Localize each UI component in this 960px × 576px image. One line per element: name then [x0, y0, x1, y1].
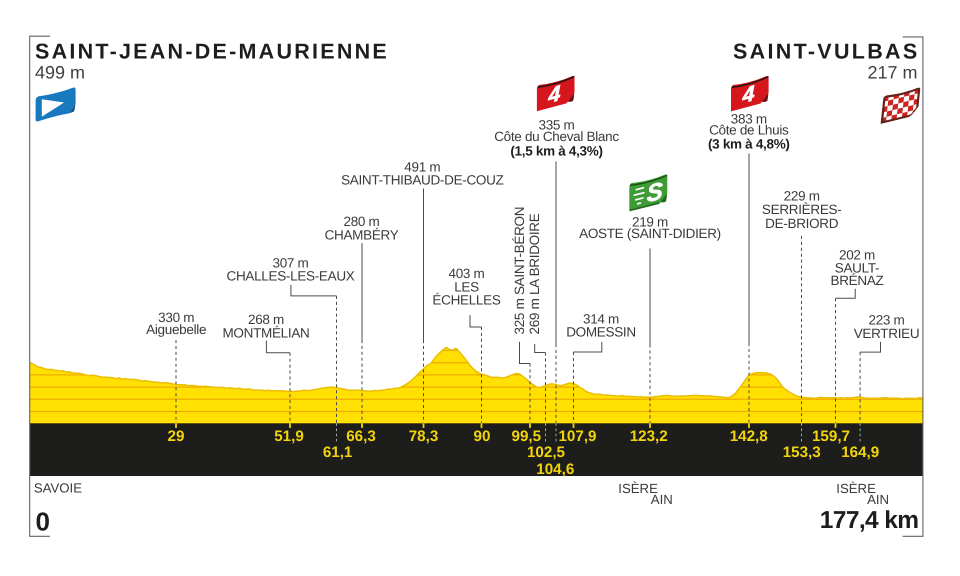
svg-text:153,3: 153,3: [783, 444, 821, 461]
svg-text:SAINT-VULBAS: SAINT-VULBAS: [733, 40, 919, 64]
svg-text:(1,5 km à 4,3%): (1,5 km à 4,3%): [510, 143, 602, 158]
svg-text:61,1: 61,1: [323, 444, 353, 461]
svg-text:VERTRIEU: VERTRIEU: [854, 326, 920, 341]
svg-text:280 m: 280 m: [343, 214, 379, 229]
svg-text:66,3: 66,3: [346, 428, 376, 445]
svg-text:383 m: 383 m: [731, 111, 767, 126]
svg-text:MONTMÉLIAN: MONTMÉLIAN: [222, 325, 309, 340]
svg-text:107,9: 107,9: [558, 428, 596, 445]
svg-text:325 m SAINT-BÉRON: 325 m SAINT-BÉRON: [512, 207, 527, 335]
svg-text:78,3: 78,3: [409, 428, 439, 445]
svg-text:51,9: 51,9: [274, 428, 304, 445]
svg-text:104,6: 104,6: [536, 461, 574, 478]
svg-text:AOSTE (SAINT-DIDIER): AOSTE (SAINT-DIDIER): [579, 226, 721, 241]
svg-text:491 m: 491 m: [404, 159, 440, 174]
svg-text:LES: LES: [454, 279, 479, 294]
svg-text:90: 90: [474, 428, 491, 445]
svg-text:217 m: 217 m: [867, 63, 917, 83]
svg-text:ÉCHELLES: ÉCHELLES: [432, 292, 500, 307]
svg-text:Aiguebelle: Aiguebelle: [146, 322, 206, 337]
svg-text:99,5: 99,5: [512, 428, 542, 445]
svg-text:229 m: 229 m: [784, 188, 820, 203]
svg-text:DE-BRIORD: DE-BRIORD: [765, 216, 839, 231]
svg-text:S: S: [647, 177, 663, 208]
svg-text:0: 0: [36, 507, 50, 537]
svg-text:269 m LA BRIDOIRE: 269 m LA BRIDOIRE: [527, 213, 542, 334]
svg-text:BRÉNAZ: BRÉNAZ: [831, 273, 884, 288]
svg-text:Côte du Cheval Blanc: Côte du Cheval Blanc: [494, 129, 619, 144]
svg-text:CHALLES-LES-EAUX: CHALLES-LES-EAUX: [227, 268, 355, 283]
svg-text:499 m: 499 m: [35, 63, 85, 83]
svg-text:307 m: 307 m: [272, 255, 308, 270]
svg-text:4: 4: [548, 81, 561, 108]
svg-text:223 m: 223 m: [868, 313, 904, 328]
svg-text:SERRIÈRES-: SERRIÈRES-: [762, 202, 842, 217]
svg-text:159,7: 159,7: [812, 428, 850, 445]
svg-text:164,9: 164,9: [841, 444, 879, 461]
svg-text:CHAMBÉRY: CHAMBÉRY: [325, 227, 399, 242]
svg-text:335 m: 335 m: [538, 118, 574, 133]
svg-text:202 m: 202 m: [839, 247, 875, 262]
svg-text:SAINT-THIBAUD-DE-COUZ: SAINT-THIBAUD-DE-COUZ: [341, 173, 504, 188]
svg-text:4: 4: [742, 81, 755, 108]
svg-text:314 m: 314 m: [583, 311, 619, 326]
svg-text:330 m: 330 m: [158, 310, 194, 325]
svg-text:AIN: AIN: [867, 492, 889, 507]
svg-text:177,4 km: 177,4 km: [820, 507, 919, 534]
svg-text:142,8: 142,8: [730, 428, 768, 445]
svg-text:219 m: 219 m: [632, 215, 668, 230]
svg-text:29: 29: [168, 428, 185, 445]
svg-text:Côte de Lhuis: Côte de Lhuis: [709, 122, 789, 137]
svg-text:SAULT-: SAULT-: [835, 260, 879, 275]
svg-text:268 m: 268 m: [248, 312, 284, 327]
svg-text:DOMESSIN: DOMESSIN: [566, 325, 636, 340]
svg-text:ISÈRE: ISÈRE: [618, 481, 658, 496]
svg-text:ISÈRE: ISÈRE: [836, 481, 876, 496]
svg-text:403 m: 403 m: [448, 266, 484, 281]
svg-text:SAVOIE: SAVOIE: [34, 480, 82, 495]
svg-text:102,5: 102,5: [527, 444, 566, 461]
svg-text:123,2: 123,2: [630, 428, 668, 445]
svg-text:AIN: AIN: [651, 492, 673, 507]
svg-text:(3 km à 4,8%): (3 km à 4,8%): [708, 137, 790, 152]
svg-text:SAINT-JEAN-DE-MAURIENNE: SAINT-JEAN-DE-MAURIENNE: [35, 40, 389, 64]
